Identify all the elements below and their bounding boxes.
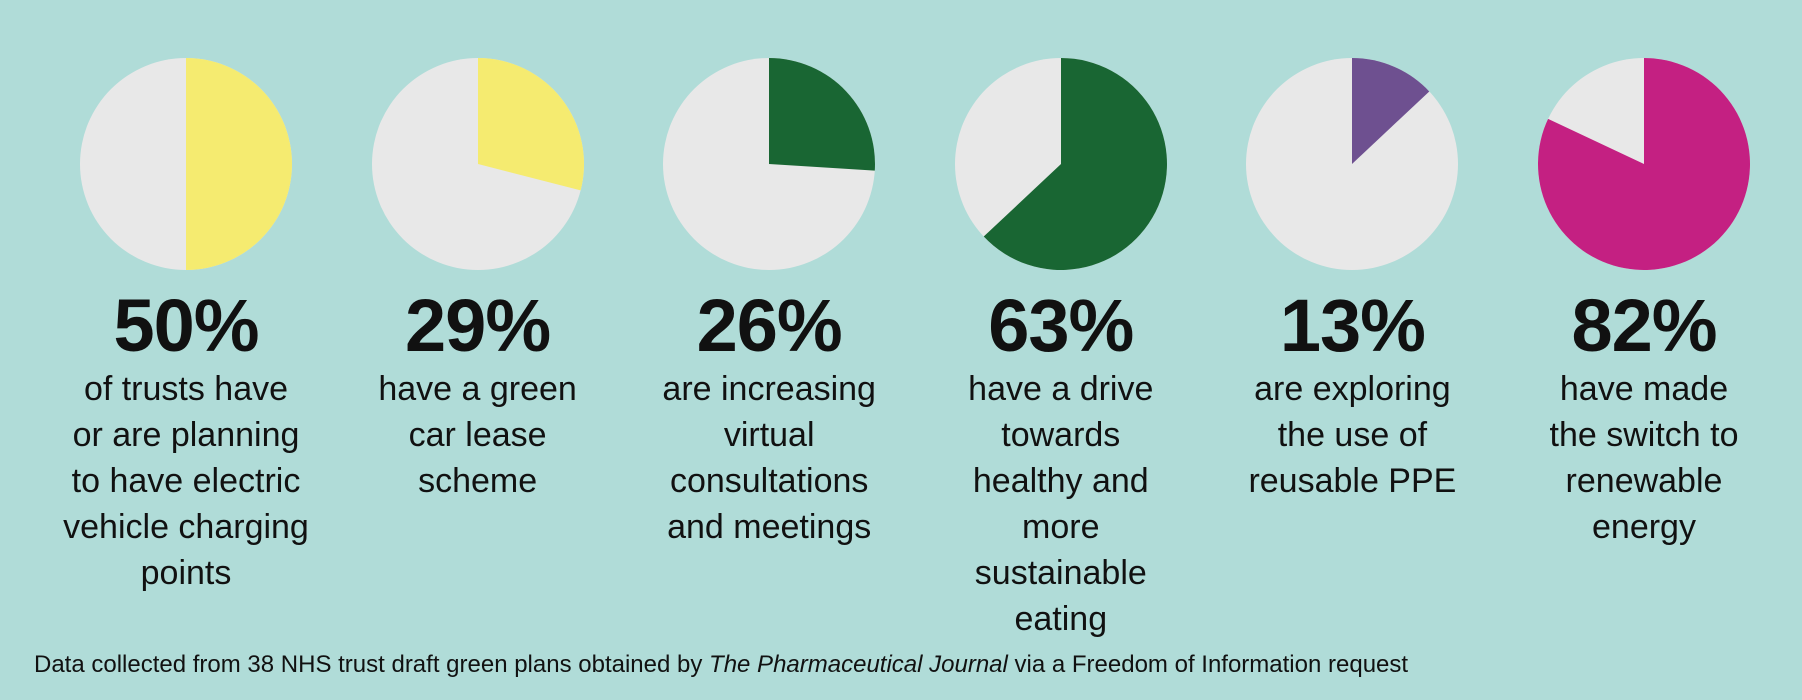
percentage-label: 13% [1279,284,1426,367]
description-text: have a drive towards healthy and more su… [968,370,1154,638]
description-text: have made the switch to renewable energy [1549,370,1739,546]
percentage-label: 50% [113,284,259,367]
footnote-prefix: Data collected from 38 NHS trust draft g… [34,651,710,678]
stat-50-percent: 50% of trusts have or are planning to hav… [40,56,332,596]
pie-chart [1538,58,1750,270]
description-text: of trusts have or are planning to have e… [63,370,309,592]
percentage-label: 63% [988,284,1134,367]
pie-slice [769,58,876,171]
pie-chart [371,58,584,270]
footnote-suffix: via a Freedom of Information request [1007,651,1409,678]
pie-slice [477,58,584,191]
description-text: have a green car lease scheme [378,370,577,500]
stat-13-percent: 13% are exploring the use of reusable PPE [1206,56,1498,504]
percentage-label: 82% [1571,284,1717,367]
pie-chart [1246,58,1459,270]
description-text: are increasing virtual consultations and… [662,370,876,546]
stat-29-percent: 29% have a green car lease scheme [332,56,624,504]
footnote: Data collected from 38 NHS trust draft g… [34,650,1408,680]
pie-slice [983,58,1167,270]
stat-26-percent: 26% are increasing virtual consultations … [623,56,915,550]
stat-82-percent: 82% have made the switch to renewable ene… [1498,56,1790,550]
pie-slice [1352,58,1430,164]
percentage-label: 26% [696,284,843,367]
pie-slice [186,58,292,270]
pie-chart [663,58,876,270]
pie-chart [954,58,1167,270]
stat-63-percent: 63% have a drive towards healthy and more… [915,56,1207,642]
footnote-source: The Pharmaceutical Journal [709,651,1008,678]
percentage-label: 29% [405,284,551,367]
description-text: are exploring the use of reusable PPE [1248,370,1457,500]
pie-slice [1538,58,1750,270]
pie-chart [80,58,292,270]
